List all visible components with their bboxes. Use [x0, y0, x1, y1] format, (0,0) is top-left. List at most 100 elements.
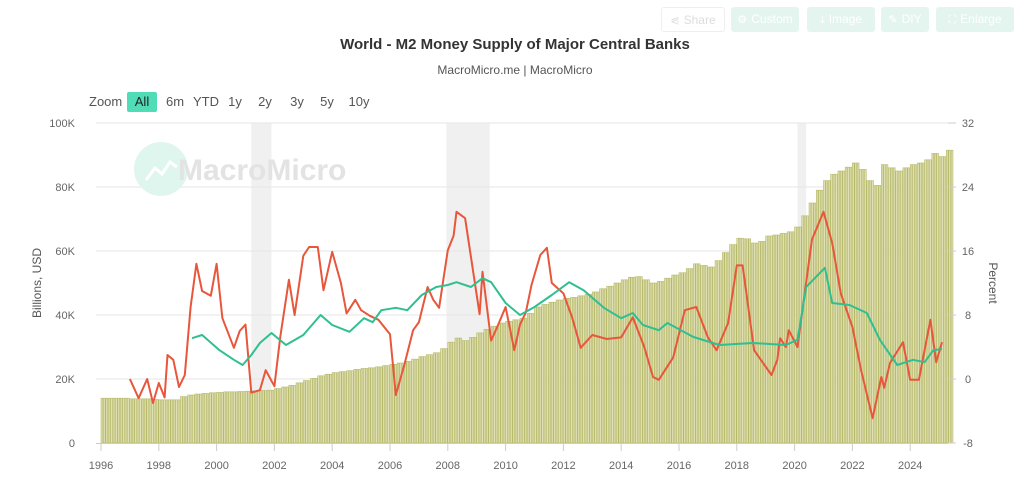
zoom-2y-button[interactable]: 2y — [258, 94, 272, 109]
bar — [825, 180, 829, 444]
x-tick-label: 2008 — [436, 460, 460, 472]
bar — [811, 202, 814, 444]
bar — [890, 167, 894, 444]
bar — [110, 397, 113, 444]
bar — [473, 337, 477, 444]
enlarge-button[interactable]: ⛶ Enlarge — [936, 7, 1014, 32]
bar — [124, 397, 128, 444]
bar — [856, 162, 860, 444]
bar — [423, 356, 426, 444]
bar — [310, 378, 313, 444]
bar — [710, 266, 713, 444]
watermark-text: MacroMicro — [178, 154, 346, 187]
bar — [673, 274, 677, 444]
bar — [346, 370, 349, 444]
bar — [464, 340, 467, 444]
bar — [820, 189, 824, 444]
bar — [526, 313, 530, 444]
bar — [514, 319, 518, 444]
bar — [832, 173, 836, 444]
bar — [919, 162, 922, 444]
bar — [905, 167, 908, 444]
bar — [141, 398, 145, 444]
bar — [319, 375, 323, 444]
bar — [483, 329, 487, 444]
bar — [589, 293, 592, 444]
bar — [132, 398, 135, 444]
bar — [276, 388, 279, 444]
recession-band — [797, 123, 807, 443]
bar — [329, 373, 332, 444]
zoom-6m-button[interactable]: 6m — [165, 94, 185, 109]
red-series-line — [128, 210, 943, 420]
bar — [204, 393, 207, 444]
watermark: MacroMicro — [134, 142, 346, 196]
bar — [738, 237, 742, 444]
bar — [753, 242, 756, 444]
zoom-ytd-button[interactable]: YTD — [193, 94, 219, 109]
bar — [880, 164, 884, 444]
recession-band — [251, 123, 272, 443]
bar — [421, 356, 424, 444]
bar — [731, 244, 735, 444]
zoom-all-button[interactable]: All — [127, 92, 157, 112]
bar — [618, 282, 621, 444]
x-tick-label: 1998 — [147, 460, 171, 472]
zoom-3y-button[interactable]: 3y — [290, 94, 304, 109]
share-button[interactable]: ⪗ Share — [661, 7, 725, 32]
bar — [372, 367, 376, 444]
bar — [837, 170, 841, 444]
custom-button[interactable]: ⚙ Custom — [731, 7, 799, 32]
bar — [666, 277, 670, 444]
chart-title: World - M2 Money Supply of Major Central… — [340, 36, 690, 53]
bar — [548, 301, 552, 444]
download-icon: ⤓ — [819, 14, 825, 26]
diy-button[interactable]: ✎ DIY — [881, 7, 929, 32]
bar — [175, 399, 178, 444]
zoom-1y-button[interactable]: 1y — [228, 94, 242, 109]
bar — [553, 301, 556, 444]
bar — [695, 263, 698, 444]
bar — [387, 365, 390, 444]
zoom-5y-button[interactable]: 5y — [320, 94, 334, 109]
bar — [286, 386, 289, 444]
bar — [567, 298, 571, 444]
bar — [136, 398, 140, 444]
image-button[interactable]: ⤓ Image — [807, 7, 875, 32]
bar — [461, 340, 465, 444]
bar — [599, 288, 602, 444]
zoom-10y-button[interactable]: 10y — [348, 94, 370, 109]
bar — [363, 368, 366, 444]
bar — [476, 332, 479, 444]
bar — [252, 390, 255, 444]
bar — [259, 390, 263, 444]
bar — [813, 202, 816, 444]
y-tick-right: 0 — [965, 374, 971, 386]
bar — [264, 390, 267, 444]
bar — [360, 368, 364, 444]
bar — [192, 394, 195, 444]
bar — [339, 371, 342, 444]
bar — [608, 285, 612, 444]
bar — [322, 375, 325, 444]
bar — [380, 366, 383, 444]
bar — [791, 231, 795, 444]
bar — [748, 238, 751, 444]
bar — [613, 282, 617, 444]
bar — [912, 164, 915, 444]
bar — [628, 276, 631, 444]
bar — [368, 367, 371, 444]
bar — [789, 231, 792, 444]
bar — [348, 370, 352, 444]
bar — [281, 386, 284, 444]
y-axis-right-label: Percent — [986, 262, 1000, 304]
bar — [353, 369, 356, 444]
bar — [575, 297, 578, 444]
bar — [697, 263, 701, 444]
bar — [883, 164, 886, 444]
bar — [866, 180, 869, 444]
bar — [938, 156, 942, 444]
green-series-line — [191, 266, 943, 366]
bar — [278, 388, 282, 444]
bar — [933, 153, 937, 444]
